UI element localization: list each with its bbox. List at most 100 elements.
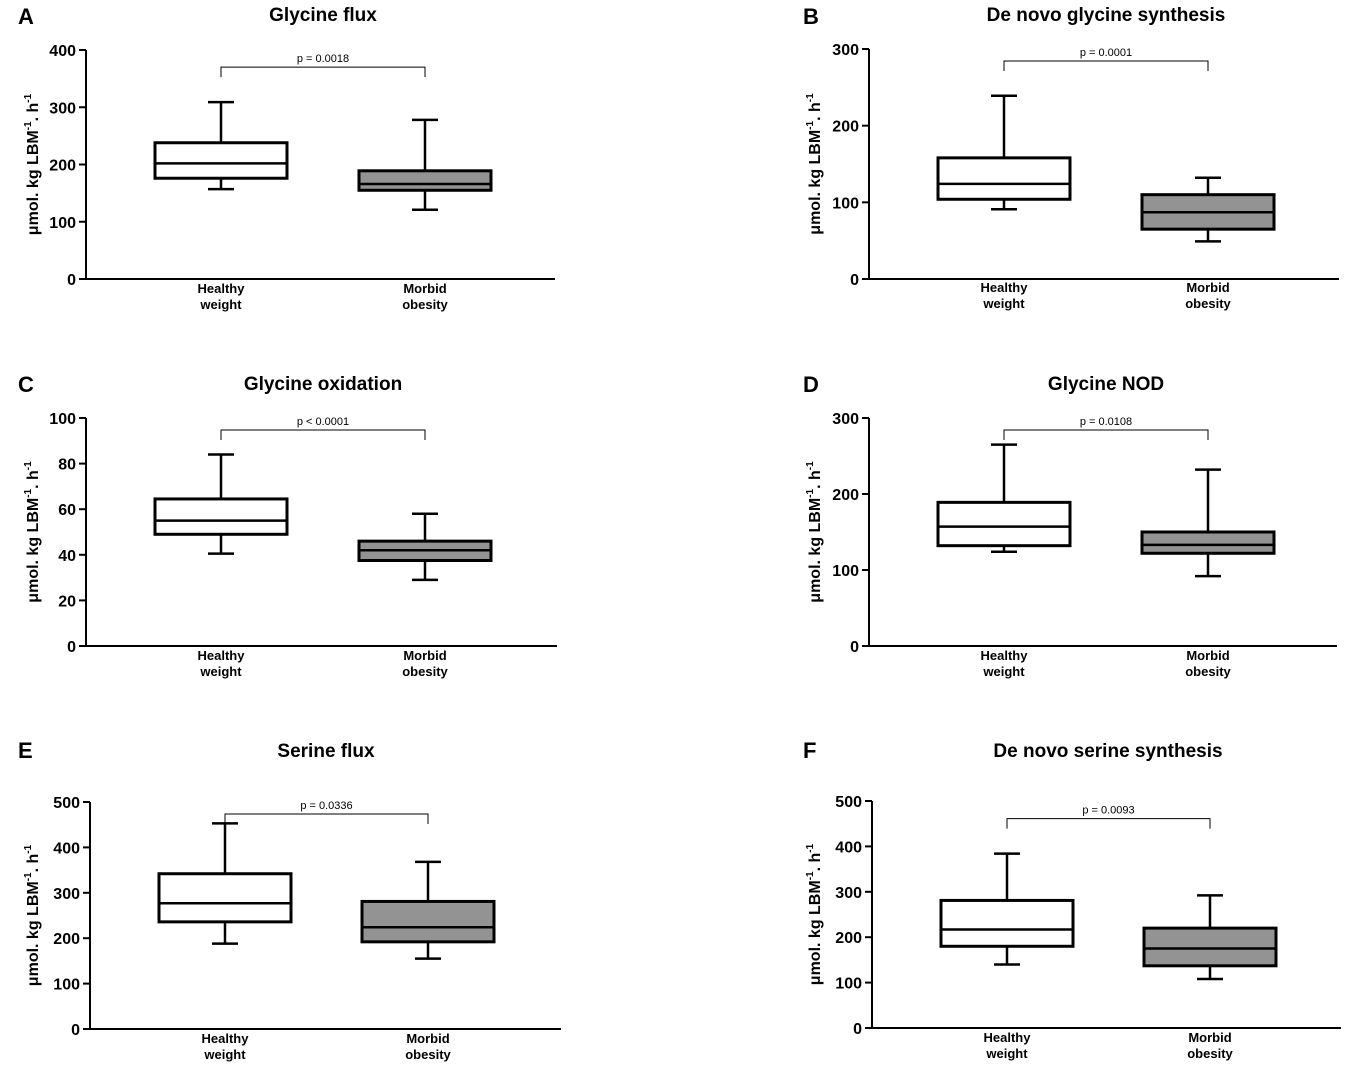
y-tick-label: 100 xyxy=(832,195,859,212)
y-axis-label: μmol. kg LBM-1. h-1 xyxy=(805,93,824,235)
y-axis-label: μmol. kg LBM-1. h-1 xyxy=(805,461,824,603)
box-morbid-obesity xyxy=(1140,176,1276,243)
p-value-label: p < 0.0001 xyxy=(297,416,349,428)
y-tick-label: 400 xyxy=(53,840,80,857)
p-value-label: p = 0.0336 xyxy=(300,800,352,812)
x-category-label: Healthy weight xyxy=(981,648,1029,679)
box-morbid-obesity xyxy=(357,118,493,211)
y-tick-label: 0 xyxy=(850,272,859,289)
y-tick-label: 0 xyxy=(67,272,76,289)
significance-bracket xyxy=(220,66,426,78)
y-tick-label: 400 xyxy=(835,839,862,856)
p-value-label: p = 0.0093 xyxy=(1082,805,1134,817)
panel-letter: A xyxy=(18,4,34,29)
x-category-label: Healthy weight xyxy=(202,1031,250,1062)
panel-a: A Glycine flux 0 100 200 300 400 μmol. kg LBM-1… xyxy=(18,4,555,312)
y-axis-label: μmol. kg LBM-1. h-1 xyxy=(23,844,42,986)
box-healthy-weight xyxy=(936,443,1072,554)
panel-letter: E xyxy=(18,738,33,763)
p-value-label: p = 0.0018 xyxy=(297,53,349,65)
significance-bracket xyxy=(1003,60,1209,71)
box-morbid-obesity xyxy=(1142,894,1278,981)
box-iqr xyxy=(939,898,1075,948)
y-tick-label: 200 xyxy=(832,119,859,136)
x-category-label: Healthy weight xyxy=(198,648,246,679)
panel-letter: F xyxy=(803,738,816,763)
y-tick-label: 80 xyxy=(58,457,76,474)
panel-f: F De novo serine synthesis 0 100 200 300 400 50… xyxy=(803,738,1341,1061)
box-healthy-weight xyxy=(939,852,1075,966)
box-morbid-obesity xyxy=(1140,468,1276,578)
y-axis-label: μmol. kg LBM-1. h-1 xyxy=(805,843,824,985)
y-tick-label: 300 xyxy=(835,885,862,902)
significance-bracket xyxy=(220,429,426,440)
x-category-label: Healthy weight xyxy=(198,281,246,312)
box-healthy-weight xyxy=(153,100,289,191)
x-category-label: Healthy weight xyxy=(981,280,1029,311)
y-tick-label: 500 xyxy=(835,794,862,811)
box-morbid-obesity xyxy=(357,512,493,582)
y-tick-label: 0 xyxy=(67,639,76,656)
y-tick-label: 100 xyxy=(835,976,862,993)
x-category-label: Morbid obesity xyxy=(1187,1030,1233,1061)
y-tick-label: 400 xyxy=(49,43,76,60)
panel-b: B De novo glycine synthesis 0 100 200 300 μmol… xyxy=(803,4,1339,311)
y-axis-label: μmol. kg LBM-1. h-1 xyxy=(23,93,42,235)
chart-title: Glycine oxidation xyxy=(244,374,402,395)
panel-c: C Glycine oxidation 0 20 40 60 80 100 μmol. kg L… xyxy=(18,372,557,679)
box-healthy-weight xyxy=(936,94,1072,211)
chart-title: Serine flux xyxy=(277,741,375,762)
box-iqr xyxy=(357,169,493,192)
box-iqr xyxy=(153,141,289,180)
y-tick-label: 40 xyxy=(58,548,76,565)
y-tick-label: 500 xyxy=(53,795,80,812)
y-tick-label: 200 xyxy=(835,930,862,947)
y-tick-label: 0 xyxy=(850,639,859,656)
x-category-label: Morbid obesity xyxy=(402,281,448,312)
y-tick-label: 300 xyxy=(832,42,859,59)
x-category-label: Healthy weight xyxy=(984,1030,1032,1061)
box-iqr xyxy=(153,497,289,536)
chart-title: Glycine flux xyxy=(269,5,377,26)
y-tick-label: 20 xyxy=(58,593,76,610)
x-category-label: Morbid obesity xyxy=(1185,280,1231,311)
y-tick-label: 100 xyxy=(53,977,80,994)
chart-title: Glycine NOD xyxy=(1048,374,1164,395)
p-value-label: p = 0.0001 xyxy=(1080,47,1132,59)
y-tick-label: 100 xyxy=(49,215,76,232)
chart-title: De novo glycine synthesis xyxy=(987,5,1226,26)
x-category-label: Morbid obesity xyxy=(405,1031,451,1062)
box-iqr xyxy=(360,899,496,944)
y-tick-label: 300 xyxy=(49,100,76,117)
y-tick-label: 100 xyxy=(832,563,859,580)
y-tick-label: 0 xyxy=(853,1021,862,1038)
y-tick-label: 0 xyxy=(71,1022,80,1039)
panel-d: D Glycine NOD 0 100 200 300 μmol. kg LBM-1. h-… xyxy=(803,372,1337,679)
y-tick-label: 300 xyxy=(53,886,80,903)
y-axis-label: μmol. kg LBM-1. h-1 xyxy=(23,461,42,603)
y-tick-label: 200 xyxy=(832,487,859,504)
panel-letter: C xyxy=(18,372,34,397)
box-healthy-weight xyxy=(157,822,293,945)
box-iqr xyxy=(936,500,1072,548)
box-iqr xyxy=(157,872,293,924)
p-value-label: p = 0.0108 xyxy=(1080,416,1132,428)
x-category-label: Morbid obesity xyxy=(1185,648,1231,679)
y-tick-label: 200 xyxy=(49,158,76,175)
box-iqr xyxy=(1140,530,1276,555)
significance-bracket xyxy=(1006,818,1211,829)
panel-letter: B xyxy=(803,4,819,29)
panel-e: E Serine flux 0 100 200 300 400 500 μmol. kg LBM… xyxy=(18,738,561,1062)
y-tick-label: 300 xyxy=(832,411,859,428)
box-iqr xyxy=(1142,926,1278,968)
significance-bracket xyxy=(224,813,429,824)
x-category-label: Morbid obesity xyxy=(402,648,448,679)
significance-bracket xyxy=(1003,429,1209,440)
panel-letter: D xyxy=(803,372,819,397)
y-tick-label: 60 xyxy=(58,502,76,519)
y-tick-label: 200 xyxy=(53,931,80,948)
box-healthy-weight xyxy=(153,453,289,555)
chart-title: De novo serine synthesis xyxy=(993,741,1222,762)
box-iqr xyxy=(936,156,1072,201)
